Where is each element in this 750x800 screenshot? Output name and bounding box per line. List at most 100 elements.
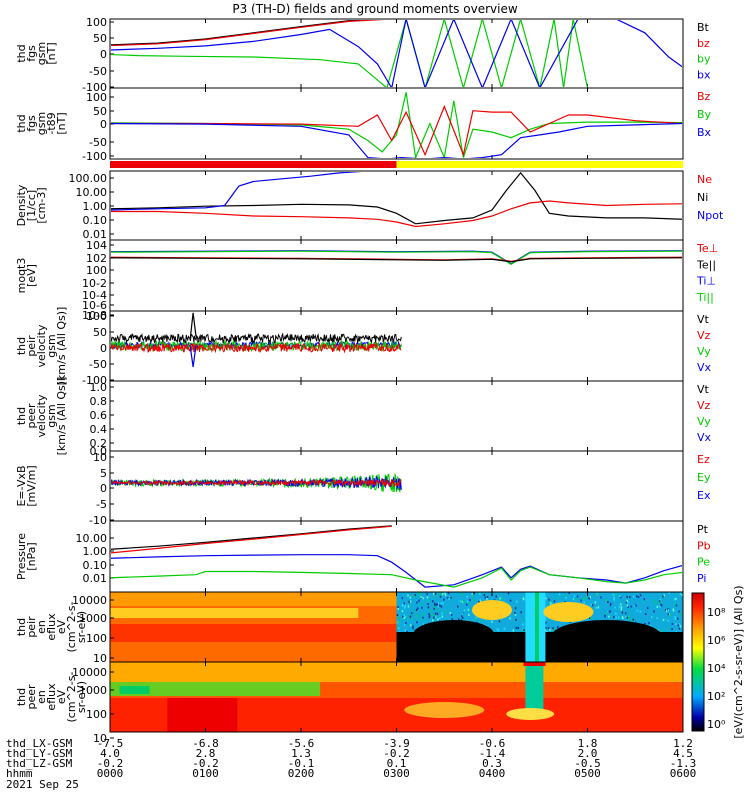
y-axis-label-line: [cm-3] — [35, 187, 48, 223]
y-tick-label: 0.01 — [83, 228, 108, 241]
panel-pressure: 10.001.000.100.01 Pressure[nPa] Pt Pb Pe Pi — [15, 520, 711, 593]
series-red — [111, 341, 402, 354]
y-axis-label-line: [1/cc] — [25, 190, 38, 221]
colorbar-tick: 10² — [707, 690, 725, 703]
legend-entry: Pe — [697, 556, 710, 569]
footer-value: 0300 — [383, 767, 410, 780]
y-tick-label: -50 — [89, 65, 107, 78]
y-tick-label: 1000 — [79, 684, 107, 697]
series-blue — [111, 475, 402, 491]
footer-value: 0000 — [97, 767, 124, 780]
legend-entry: Vz — [697, 399, 711, 412]
y-tick-label: 10.00 — [76, 532, 108, 545]
y-axis-label-line: [mV/m] — [25, 465, 38, 506]
y-tick-label: 10 — [93, 732, 107, 745]
y-tick-label: 0.2 — [90, 437, 108, 450]
y-tick-label: 1000 — [79, 612, 107, 625]
legend-entry: Npot — [697, 209, 724, 222]
y-axis-label-line: en — [35, 620, 48, 634]
y-axis-label-line: gsm — [45, 404, 58, 427]
y-axis-label-line: [nPa] — [25, 542, 38, 570]
y-axis-label-line: [nT] — [45, 42, 58, 64]
series-red — [111, 200, 682, 228]
legend-entry: Ni — [697, 191, 708, 204]
panel-peir-eflux: 10000 1000 100 10 thdpeirenefluxeV(cm^2-s-sr… — [15, 591, 684, 665]
legend-entry: Ti⊥ — [696, 275, 716, 288]
y-tick-label: 0.10 — [83, 559, 108, 572]
y-axis-label-line: sr-eV) — [75, 611, 88, 643]
y-axis-label-line: peir — [25, 616, 38, 638]
y-axis-label-line: [km/s (All Qs)] — [55, 377, 68, 456]
y-axis-label-line: fgs — [25, 45, 38, 62]
footer-value: -0.2 — [383, 747, 410, 760]
legend-entry: Bx — [697, 126, 712, 139]
spectrogram-peir-eflux — [110, 592, 683, 662]
y-axis-label-line: eflux — [45, 613, 58, 641]
series-black — [111, 257, 682, 263]
footer-value: 2.8 — [196, 747, 216, 760]
colorbar-tick: 10⁴ — [707, 662, 726, 675]
y-tick-label: -5 — [96, 498, 107, 511]
series-green — [111, 92, 682, 158]
y-tick-label: 10.00 — [76, 186, 108, 199]
y-tick-label: 0 — [100, 118, 107, 131]
y-tick-label: 100 — [86, 632, 107, 645]
y-tick-label: 0.0 — [90, 445, 108, 458]
colorbar-tick: 10⁰ — [707, 718, 726, 731]
legend-entry: Bt — [697, 21, 710, 34]
y-tick-label: -10 — [89, 514, 107, 527]
footer-value: -7.5 — [97, 737, 124, 750]
legend-entry: Bz — [697, 90, 711, 103]
legend-entry: Pb — [697, 539, 711, 552]
y-axis-label-line: eflux — [45, 683, 58, 711]
footer-value: 0500 — [574, 767, 601, 780]
colorbar: 10⁸ 10⁶ 10⁴ 10² 10⁰ [eV/(cm^2-s-sr-eV)] (All … — [691, 585, 745, 739]
y-tick-label: 1.0 — [90, 381, 108, 394]
series-green — [111, 20, 588, 87]
footer-value: -6.8 — [192, 737, 219, 750]
colorbar-tick: 10⁸ — [707, 606, 726, 619]
spectrogram-peer-eflux — [110, 662, 683, 732]
y-tick-label: 50 — [93, 105, 107, 118]
panel-temperature: 10410210010-210-410-610-8moqt3[eV]Te⊥Te|… — [15, 239, 718, 322]
y-axis-label-line: thd — [15, 114, 28, 132]
series-red — [111, 104, 682, 157]
y-tick-label: 0.4 — [90, 423, 108, 436]
legend-entry: Ne — [697, 173, 712, 186]
y-tick-label: 10-8 — [82, 309, 107, 322]
y-tick-label: 10-6 — [82, 299, 107, 312]
y-tick-label: 0 — [100, 482, 107, 495]
y-tick-label: 50 — [93, 32, 107, 45]
y-tick-label: 10 — [93, 652, 107, 665]
footer-value: -1.4 — [479, 747, 506, 760]
series-blue — [189, 345, 197, 368]
legend-entry: Vx — [697, 361, 712, 374]
legend-entry: Vy — [697, 345, 711, 358]
series-black — [111, 172, 682, 225]
y-axis-label-line: moqt3 — [15, 258, 28, 294]
y-tick-label: 100 — [86, 708, 107, 721]
series-blue — [111, 122, 682, 158]
y-tick-label: 0.10 — [83, 214, 108, 227]
series-black — [111, 332, 402, 345]
series-blue — [111, 172, 362, 211]
y-axis-label-line: thd — [15, 44, 28, 62]
footer-row-label: thd_LX-GSM — [6, 737, 73, 750]
y-axis-label-line: thd — [15, 407, 28, 425]
footer-value: 0.3 — [482, 757, 502, 770]
legend-entry: Ey — [697, 471, 711, 484]
legend-entry: Vt — [697, 313, 710, 326]
y-tick-label: -100 — [82, 150, 107, 163]
y-tick-label: 1.00 — [83, 545, 108, 558]
y-tick-label: -50 — [89, 358, 107, 371]
axis-frame — [109, 380, 684, 452]
legend-entry: Te⊥ — [696, 242, 718, 255]
legend-entry: Vz — [697, 329, 711, 342]
series-red — [111, 478, 402, 489]
y-tick-label: 102 — [86, 252, 107, 265]
footer-value: 4.0 — [100, 747, 120, 760]
y-tick-label: 10000 — [72, 594, 107, 607]
y-tick-label: 1.00 — [83, 200, 108, 213]
